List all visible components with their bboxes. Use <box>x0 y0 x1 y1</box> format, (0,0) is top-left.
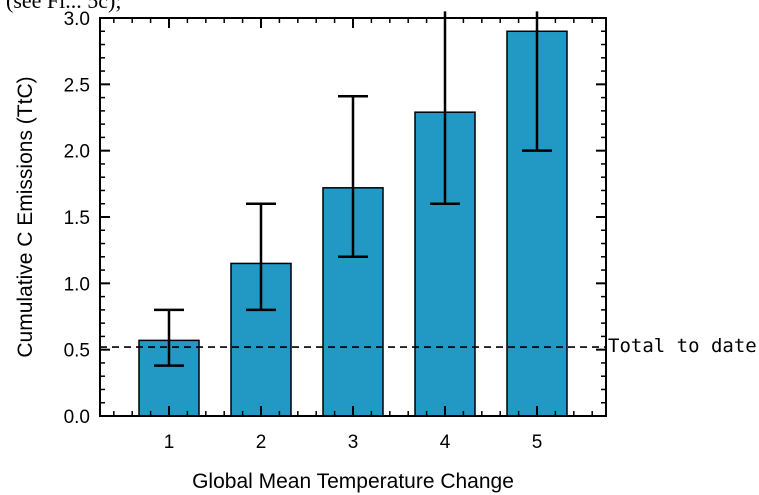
x-tick-label-4: 4 <box>440 432 451 453</box>
x-tick-labels: 1 2 3 4 5 <box>164 432 543 453</box>
x-tick-label-2: 2 <box>256 432 267 453</box>
x-tick-label-1: 1 <box>164 432 175 453</box>
x-tick-label-5: 5 <box>532 432 543 453</box>
axis-ticks <box>100 17 606 417</box>
x-axis-title: Global Mean Temperature Change <box>192 470 514 493</box>
x-tick-label-3: 3 <box>348 432 359 453</box>
y-tick-label: 0.0 <box>64 407 90 428</box>
y-tick-label: 1.0 <box>64 274 90 295</box>
error-bars-layer <box>154 11 552 367</box>
y-tick-label: 2.5 <box>64 75 90 96</box>
y-tick-label: 1.5 <box>64 208 90 229</box>
header-fragment-text: (see Fi... 5c); <box>6 0 121 13</box>
y-axis-title: Cumulative C Emissions (TtC) <box>14 76 37 357</box>
y-tick-label: 0.5 <box>64 341 90 362</box>
y-tick-label: 3.0 <box>64 9 90 30</box>
y-tick-labels: 0.0 0.5 1.0 1.5 2.0 2.5 3.0 <box>64 9 90 428</box>
bar-1 <box>138 339 200 417</box>
reference-line-label: Total to date <box>608 335 757 357</box>
y-tick-label: 2.0 <box>64 142 90 163</box>
